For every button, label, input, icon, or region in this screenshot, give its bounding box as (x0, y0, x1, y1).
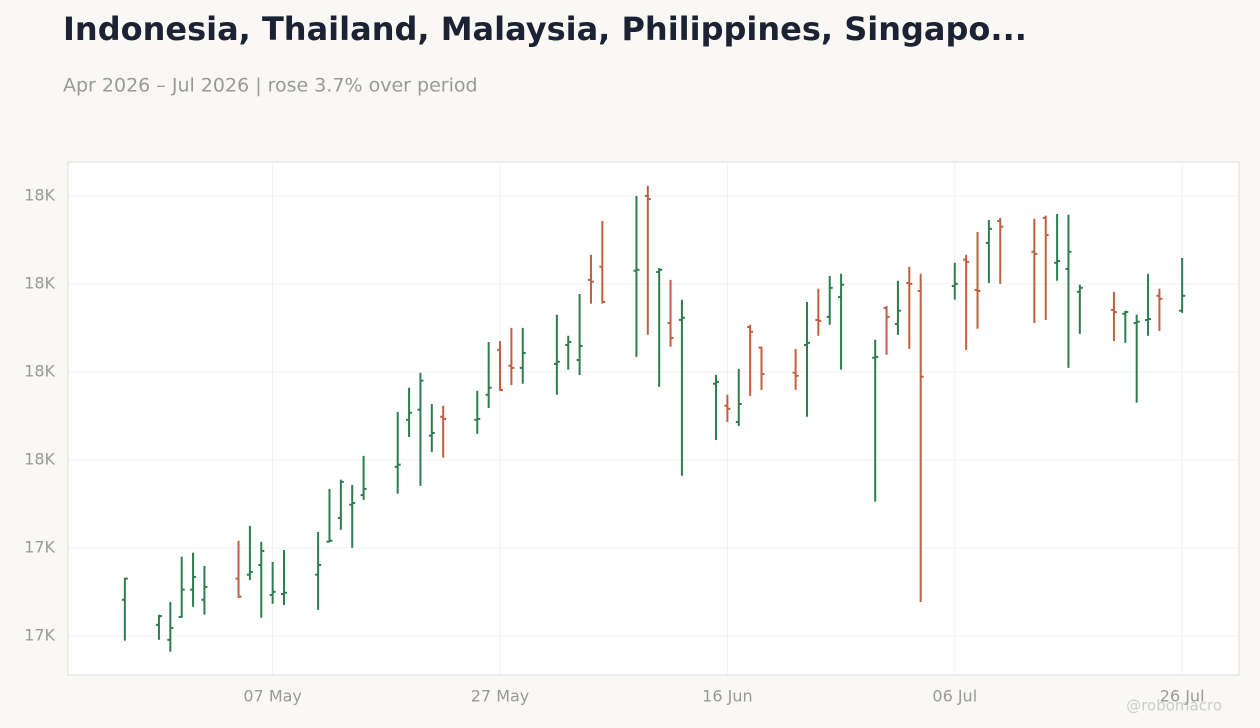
x-tick-label: 27 May (471, 687, 530, 706)
y-tick-label: 18K (24, 185, 55, 204)
plot-area (67, 161, 1240, 676)
y-tick-label: 18K (24, 273, 55, 292)
chart-subtitle: Apr 2026 – Jul 2026 | rose 3.7% over per… (63, 75, 478, 97)
x-tick-label: 07 May (243, 687, 302, 706)
x-tick-label: 06 Jul (932, 687, 977, 706)
y-tick-label: 17K (24, 537, 55, 556)
x-tick-label: 26 Jul (1160, 687, 1205, 706)
chart-title: Indonesia, Thailand, Malaysia, Philippin… (63, 10, 1027, 48)
watermark: @robomacro (1126, 697, 1222, 715)
y-tick-label: 18K (24, 449, 55, 468)
y-tick-label: 18K (24, 361, 55, 380)
y-tick-label: 17K (24, 625, 55, 644)
x-tick-label: 16 Jun (702, 687, 752, 706)
